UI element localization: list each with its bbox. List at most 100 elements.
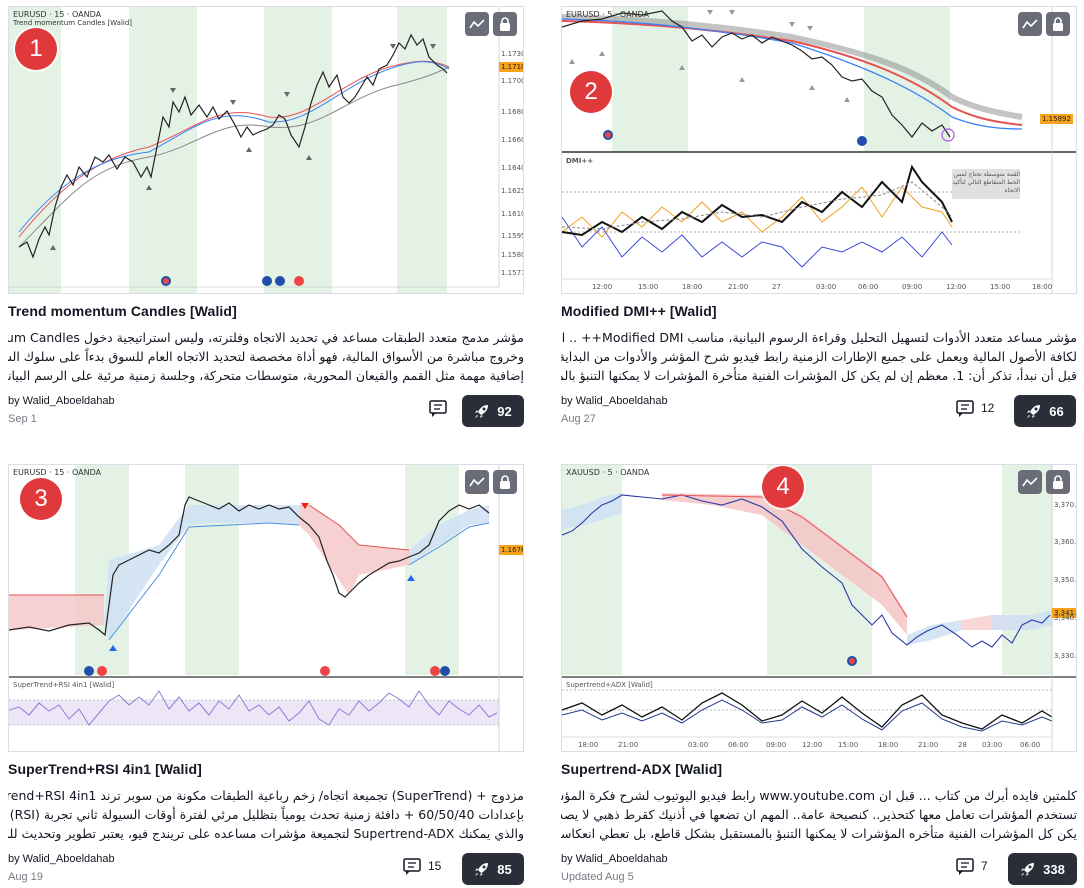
axis-label: 3,360.000 xyxy=(1054,538,1077,546)
time-label: 09:00 xyxy=(766,741,787,749)
line-chart-icon xyxy=(1022,477,1038,487)
lock-button[interactable] xyxy=(1046,12,1070,36)
lock-icon xyxy=(500,475,510,489)
price-tag: 3,341.015 xyxy=(1052,608,1076,618)
boost-count: 66 xyxy=(1049,403,1064,419)
comments-button[interactable]: 7 xyxy=(955,857,988,875)
price-tag: 1.17108 xyxy=(499,62,523,72)
publish-date: Aug 19 xyxy=(8,871,43,883)
comments-button[interactable] xyxy=(428,399,454,417)
author-link[interactable]: by Walid_Aboeldahab xyxy=(8,853,115,865)
author-link[interactable]: by Walid_Aboeldahab xyxy=(8,395,115,407)
chart-thumbnail[interactable]: EURUSD · 15 · OANDA 1.16762 SuperTrend+R… xyxy=(8,464,524,752)
idea-card: EURUSD · 15 · OANDA Trend momentum Candl… xyxy=(8,6,524,427)
description-line: مؤشر مساعد متعدد الأدوات لتسهيل التحليل … xyxy=(561,330,1077,345)
description-line: وخروج مباشرة من الأسواق المالية، فهو أدا… xyxy=(8,349,524,364)
indicator-label: SuperTrend+RSI 4in1 [Walid] xyxy=(13,681,115,689)
comment-icon xyxy=(403,858,421,875)
idea-description: مزدوج + (SuperTrend) تجميعة اتجاه/ زخم ر… xyxy=(8,786,524,846)
time-label: 18:00 xyxy=(878,741,899,749)
idea-card: EURUSD · 5 · OANDA 1.15892 DMI++ القمة م… xyxy=(561,6,1077,427)
time-label: 03:00 xyxy=(688,741,709,749)
time-label: 06:00 xyxy=(858,283,879,291)
comments-button[interactable]: 12 xyxy=(955,399,994,417)
time-label: 21:00 xyxy=(618,741,639,749)
axis-label: 3,340.000 xyxy=(1054,614,1077,622)
lock-button[interactable] xyxy=(493,12,517,36)
boost-count: 338 xyxy=(1043,861,1065,877)
boost-button[interactable]: 92 xyxy=(462,395,524,427)
chart-type-button[interactable] xyxy=(465,470,489,494)
boost-button[interactable]: 338 xyxy=(1008,853,1077,885)
idea-title-link[interactable]: Modified DMI++ [Walid] xyxy=(561,303,717,319)
rocket-icon xyxy=(475,863,489,876)
number-badge: 1 xyxy=(15,28,57,70)
chart-image xyxy=(562,465,1076,751)
chart-type-button[interactable] xyxy=(1018,470,1042,494)
time-label: 12:00 xyxy=(946,283,967,291)
time-label: 18:00 xyxy=(578,741,599,749)
lock-button[interactable] xyxy=(1046,470,1070,494)
lock-icon xyxy=(500,17,510,31)
price-tag: 1.16762 xyxy=(499,545,523,555)
idea-title-link[interactable]: Trend momentum Candles [Walid] xyxy=(8,303,237,319)
author-link[interactable]: by Walid_Aboeldahab xyxy=(561,853,668,865)
boost-button[interactable]: 66 xyxy=(1014,395,1076,427)
line-chart-icon xyxy=(469,19,485,29)
number-badge: 2 xyxy=(570,71,612,113)
comments-count: 7 xyxy=(981,859,988,873)
idea-description: مؤشر مدمج متعدد الطبقات مساعد في تحديد ا… xyxy=(8,328,524,388)
description-line: يكن كل المؤشرات الفنية متأخره المؤشرات ل… xyxy=(561,826,1077,841)
axis-label: 1.15950 xyxy=(501,232,523,240)
publish-date: Sep 1 xyxy=(8,413,37,425)
chart-thumbnail[interactable]: EURUSD · 5 · OANDA 1.15892 DMI++ القمة م… xyxy=(561,6,1077,294)
chart-type-button[interactable] xyxy=(1018,12,1042,36)
author-link[interactable]: by Walid_Aboeldahab xyxy=(561,395,668,407)
axis-label: 3,330.000 xyxy=(1054,652,1077,660)
chart-thumbnail[interactable]: XAUUSD · 5 · OANDA 3,341.015 3,370.000 3… xyxy=(561,464,1077,752)
lock-button[interactable] xyxy=(493,470,517,494)
comment-icon xyxy=(429,400,447,417)
lock-icon xyxy=(1053,475,1063,489)
chart-type-button[interactable] xyxy=(465,12,489,36)
time-label: 12:00 xyxy=(592,283,613,291)
rocket-icon xyxy=(475,405,489,418)
axis-label: 1.16100 xyxy=(501,210,523,218)
chart-symbol-label: EURUSD · 5 · OANDA xyxy=(566,10,650,19)
axis-label: 1.16600 xyxy=(501,136,523,144)
chart-thumbnail[interactable]: EURUSD · 15 · OANDA Trend momentum Candl… xyxy=(8,6,524,294)
idea-title-link[interactable]: Supertrend-ADX [Walid] xyxy=(561,761,723,777)
idea-description: مؤشر مساعد متعدد الأدوات لتسهيل التحليل … xyxy=(561,328,1077,388)
description-line: مؤشر مدمج متعدد الطبقات مساعد في تحديد ا… xyxy=(8,330,524,345)
idea-card: EURUSD · 15 · OANDA 1.16762 SuperTrend+R… xyxy=(8,464,524,885)
time-label: 18:00 xyxy=(1032,283,1053,291)
description-line: بإعدادات 60/50/40 + دافئة زمنية تحدث يوم… xyxy=(8,807,524,822)
comments-button[interactable]: 15 xyxy=(402,857,441,875)
publish-date: Updated Aug 5 xyxy=(561,871,634,883)
time-label: 28 xyxy=(958,741,967,749)
idea-card: XAUUSD · 5 · OANDA 3,341.015 3,370.000 3… xyxy=(561,464,1077,885)
chart-annotation: القمة متوسطة تحتاج لمس الخط المتقاطع الت… xyxy=(952,171,1020,194)
boost-count: 92 xyxy=(497,403,512,419)
time-label: 15:00 xyxy=(638,283,659,291)
time-label: 18:00 xyxy=(682,283,703,291)
description-line: تستخدم المؤشرات تعامل معها كتحذير.. كنصي… xyxy=(561,807,1077,822)
chart-symbol-label: XAUUSD · 5 · OANDA xyxy=(566,468,650,477)
comment-icon xyxy=(956,400,974,417)
description-line: مزدوج + (SuperTrend) تجميعة اتجاه/ زخم ر… xyxy=(8,788,524,803)
idea-title-link[interactable]: SuperTrend+RSI 4in1 [Walid] xyxy=(8,761,202,777)
axis-label: 3,370.000 xyxy=(1054,501,1077,509)
axis-label: 1.17000 xyxy=(501,77,523,85)
axis-label: 1.17300 xyxy=(501,50,523,58)
axis-label: 1.16250 xyxy=(501,187,523,195)
boost-button[interactable]: 85 xyxy=(462,853,524,885)
number-badge: 3 xyxy=(20,478,62,520)
chart-image xyxy=(9,7,523,293)
comments-count: 12 xyxy=(981,401,995,415)
description-line: كلمتين فايده أبرك من كتاب ... قبل ان www… xyxy=(561,788,1077,803)
indicator-label: DMI++ xyxy=(566,157,594,165)
axis-label: 1.15800 xyxy=(501,251,523,259)
time-label: 03:00 xyxy=(982,741,1003,749)
rocket-icon xyxy=(1021,863,1035,876)
comments-count: 15 xyxy=(428,859,442,873)
